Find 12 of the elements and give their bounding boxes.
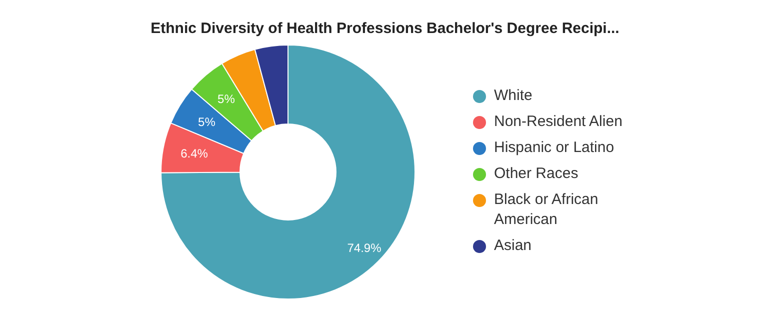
legend-label: Hispanic or Latino	[494, 138, 616, 158]
donut-slice	[160, 44, 416, 300]
data-label: 5%	[218, 92, 236, 106]
chart-title: Ethnic Diversity of Health Professions Bachelor's Degree Recipi...	[150, 20, 620, 37]
legend-label: Other Races	[494, 164, 580, 184]
data-label: 6.4%	[180, 146, 208, 161]
legend-label: White	[494, 86, 534, 106]
data-label: 5%	[198, 114, 216, 129]
legend-label: Asian	[494, 236, 533, 256]
data-label: 74.9%	[347, 240, 382, 255]
legend-label: Non-Resident Alien	[494, 112, 624, 132]
legend-label: Black or African American	[494, 190, 600, 230]
